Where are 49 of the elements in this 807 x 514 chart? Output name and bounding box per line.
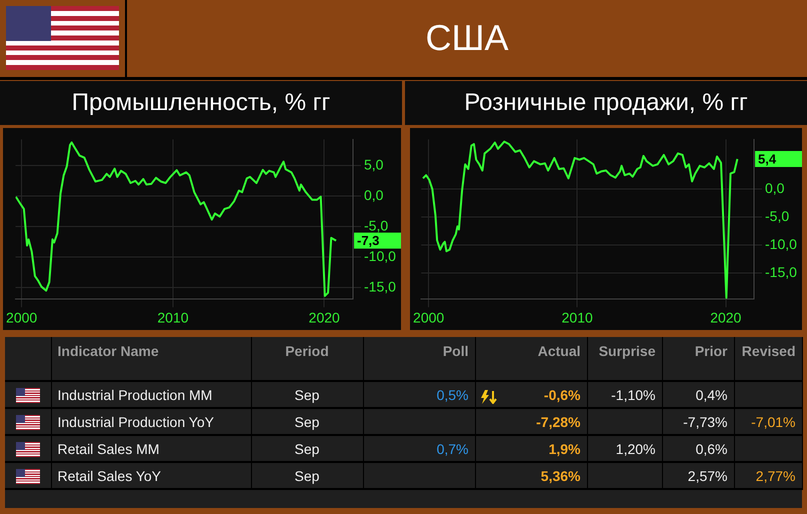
x-tick-label: 2010	[157, 309, 189, 326]
y-tick-label: 5,0	[364, 156, 384, 172]
text: 2,57%	[688, 468, 728, 484]
y-tick-label: 0,0	[364, 186, 384, 203]
text: -0,6%	[544, 386, 580, 402]
chart-title: Розничные продажи, % гг	[405, 81, 807, 125]
y-tick-label: -15,0	[765, 264, 798, 280]
text: Industrial Production MM	[58, 386, 212, 402]
y-tick-label: -5,0	[364, 217, 388, 234]
text: 0,4%	[696, 386, 728, 402]
y-tick-label: -5,0	[765, 208, 790, 224]
text: 0,6%	[696, 440, 728, 456]
y-tick-label: -10,0	[364, 248, 396, 264]
text: Retail Sales MM	[58, 440, 160, 456]
text: 1,20%	[616, 440, 656, 456]
category-label: Indicator Name	[51, 337, 251, 381]
text: -1,10%	[611, 386, 656, 402]
category-label: Surprise	[587, 337, 662, 381]
y-tick-label: -10,0	[765, 236, 798, 252]
category-label: Prior	[662, 337, 734, 381]
text: Industrial Production YoY	[58, 414, 214, 430]
x-tick-label: 2000	[413, 309, 444, 326]
text: Sep	[294, 468, 320, 484]
text: 5,36%	[540, 468, 580, 484]
category-label: Revised	[734, 337, 802, 381]
x-tick-label: 2020	[710, 309, 742, 326]
category-label: Poll	[363, 337, 475, 381]
y-tick-label: 0,0	[765, 180, 785, 196]
text: -7,73%	[683, 414, 728, 430]
text: 5,4	[758, 152, 777, 167]
text: -7,3	[357, 233, 380, 248]
text: 2,77%	[756, 468, 796, 484]
y-tick-label: -15,0	[364, 278, 396, 294]
text: -7,01%	[751, 414, 796, 430]
text: 1,9%	[548, 440, 580, 456]
text: -7,28%	[536, 414, 580, 430]
text: 0,7%	[436, 440, 468, 456]
text: Sep	[294, 414, 320, 430]
x-tick-label: 2000	[6, 309, 38, 326]
x-tick-label: 2010	[562, 309, 593, 326]
x-tick-label: 2020	[308, 309, 340, 326]
category-label: Actual	[475, 337, 587, 381]
text: 0,5%	[436, 386, 468, 402]
text: Retail Sales YoY	[58, 468, 162, 484]
chart-title: Промышленность, % гг	[0, 81, 402, 125]
category-label: Period	[251, 337, 363, 381]
text: Sep	[294, 386, 320, 402]
text: Sep	[294, 440, 320, 456]
text: США	[424, 16, 510, 60]
